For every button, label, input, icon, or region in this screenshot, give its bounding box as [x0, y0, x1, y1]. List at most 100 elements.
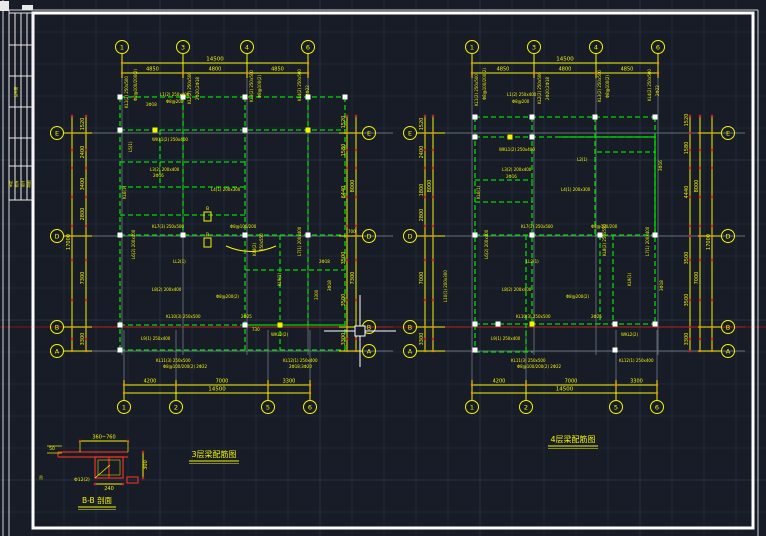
- beam-annotation: L6(2) 200x400: [131, 229, 136, 259]
- axis-bubble-label: D: [407, 232, 412, 240]
- tiny-mark: 吊: [39, 475, 43, 480]
- dim-tick: [141, 450, 145, 454]
- beam-annotation: Φ8@100/200: [230, 224, 257, 229]
- column-marker: [305, 94, 311, 100]
- beam-annotation: KL9(1): [627, 272, 632, 286]
- beam-annotation: L4(1) 200x300: [561, 187, 591, 192]
- axis-bubble: [240, 40, 254, 54]
- dim-tick: [70, 258, 74, 262]
- dim-tick: [698, 337, 702, 341]
- dim-tick: [698, 195, 702, 199]
- column-marker: [117, 322, 123, 328]
- dim-tick: [698, 298, 702, 302]
- beam-annotation: LL2(1): [173, 259, 186, 264]
- dim-tick: [688, 234, 692, 238]
- beam-annotation: LL2(1): [526, 259, 539, 264]
- axis-bubble-label: 1: [122, 403, 126, 411]
- section-detail-b-b: 360~760 50 240 300 Φ12(2) 吊 B-B 剖面: [39, 435, 149, 510]
- dim-tick: [70, 166, 74, 170]
- dim-tick: [710, 148, 714, 152]
- column-marker: [180, 232, 186, 238]
- beam-annotation: L6(2) 200x400: [484, 229, 489, 259]
- column-marker: [612, 321, 618, 327]
- dimension-label: 2400: [80, 146, 86, 159]
- axis-bubble-label: A: [55, 347, 60, 355]
- column-marker: [472, 232, 478, 238]
- dimension-label: 4850: [146, 67, 159, 73]
- beam-annotation: KL7(3) 250x500: [521, 224, 553, 229]
- beam-annotation: WKL1(2) 250x400: [499, 147, 535, 152]
- rebar-label: Φ12(2): [74, 477, 90, 483]
- dim-tick: [710, 166, 714, 170]
- dim-tick: [688, 148, 692, 152]
- axis-bubble-label: B: [367, 323, 371, 331]
- beam-annotation: 3Φ18: [659, 280, 664, 291]
- leader-arc: [225, 245, 277, 252]
- axis-bubble-label: 1: [120, 43, 124, 51]
- column-marker: [472, 134, 478, 140]
- dim-tick: [354, 224, 358, 228]
- dimension-label: 4800: [559, 67, 572, 73]
- dimension-label: 3300: [684, 333, 690, 346]
- dim-tick: [423, 337, 427, 341]
- axis-bubble: [721, 126, 735, 140]
- beam-annotation: Φ8@200(2): [566, 294, 589, 299]
- dim-tick: [93, 482, 97, 486]
- dimension-label: 14500: [206, 57, 224, 63]
- dimension-label: 14500: [556, 57, 574, 63]
- beam-annotation: KL10(3) 250x500: [166, 314, 201, 319]
- axis-bubble-label: A: [408, 347, 413, 355]
- dimension-label: 4440: [684, 186, 690, 199]
- column-marker: [242, 232, 248, 238]
- dimension-label: 14500: [208, 387, 226, 393]
- axis-bubble: [527, 40, 541, 54]
- section-cut-label: B: [206, 206, 209, 212]
- beam-annotation: KL11(3) 250x500: [511, 358, 546, 363]
- beam-annotation: KL3(2) 250x500: [249, 70, 254, 102]
- column-marker: [507, 134, 513, 140]
- column-marker: [277, 322, 283, 328]
- beam-annotation: L1(2) 250x400: [160, 92, 190, 97]
- section-cut-mark: [203, 211, 212, 222]
- dimension-label: 4200: [144, 379, 157, 385]
- axis-bubble: [169, 400, 183, 414]
- column-marker: [305, 232, 311, 238]
- beam-annotation: 2Φ16: [153, 173, 164, 178]
- axis-bubble: [403, 229, 417, 243]
- dim-tick: [70, 298, 74, 302]
- section-cut-mark: [203, 237, 212, 248]
- dim-tick: [84, 224, 88, 228]
- dim-tick: [431, 148, 435, 152]
- dim-tick: [431, 114, 435, 118]
- beam-plan-3f: 14500 4850 4800 4850 4200 7000 3300 14500 17000 1…: [50, 40, 393, 464]
- dim-tick: [354, 148, 358, 152]
- axis-bubble-label: 2: [174, 403, 178, 411]
- leader-line: [94, 464, 111, 479]
- axis-bubble: [721, 344, 735, 358]
- dim-tick: [698, 224, 702, 228]
- axis-bubble: [609, 400, 623, 414]
- axis-bubble-label: 6: [308, 403, 312, 411]
- dim-tick: [423, 224, 427, 228]
- crosshair-cursor[interactable]: [324, 295, 396, 367]
- dimension-label: 17000: [706, 234, 712, 250]
- dim-tick: [345, 224, 349, 228]
- plan-title: 3层梁配筋图: [191, 449, 236, 459]
- column-marker: [180, 94, 186, 100]
- beam-annotation: KL8(2) 250x550: [602, 224, 607, 256]
- beam-annotation: Φ8@200(2): [216, 294, 239, 299]
- dimension-label: 3400: [80, 178, 86, 191]
- dimension-label: 2800: [419, 209, 425, 222]
- dim-tick: [345, 166, 349, 170]
- column-marker: [305, 127, 311, 133]
- dimension-label: 3500: [684, 252, 690, 265]
- beam-annotation: KL11(3) 250x500: [156, 358, 191, 363]
- dimension-label: 6440: [341, 186, 347, 199]
- beam-annotation: L5(1): [128, 141, 133, 152]
- axis-bubble: [465, 40, 479, 54]
- axis-bubble-label: D: [54, 232, 59, 240]
- dim-tick: [688, 131, 692, 135]
- dimension-label: 1580: [684, 142, 690, 155]
